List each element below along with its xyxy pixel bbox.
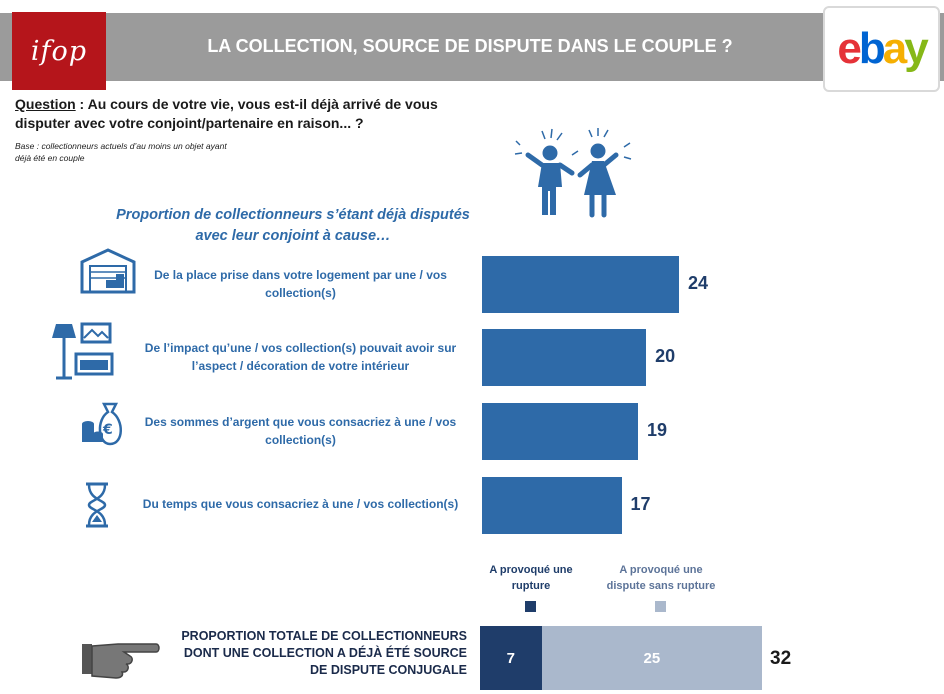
bar-category-label: Du temps que vous consacriez à une / vos… (142, 497, 459, 511)
ebay-logo-y: y (904, 24, 929, 73)
legend-label-no-rupture: A provoqué une dispute sans rupture (606, 564, 716, 592)
chart-section-title: Proportion de collectionneurs s’étant dé… (116, 207, 470, 244)
ifop-logo: ifop (12, 12, 106, 90)
total-label: PROPORTION TOTALE DE COLLECTIONNEURS DON… (181, 629, 467, 677)
question-body: : Au cours de votre vie, vous est-il déj… (15, 96, 438, 131)
bar-category-label: De l’impact qu’une / vos collection(s) p… (144, 341, 457, 373)
total-value: 32 (770, 648, 792, 669)
page-title: LA COLLECTION, SOURCE DE DISPUTE DANS LE… (207, 36, 733, 56)
money-bag-icon: € (82, 402, 122, 446)
arguing-couple-icon (514, 128, 632, 218)
bar-segment-no-rupture: 25 (541, 626, 762, 690)
bar (482, 477, 622, 534)
question-text: Question : Au cours de votre vie, vous e… (15, 95, 455, 133)
bar-value-label: 20 (655, 346, 676, 366)
bar-segment-rupture: 7 (480, 626, 542, 690)
legend-swatch-no-rupture (655, 601, 666, 612)
pointing-hand-icon (82, 643, 160, 679)
bar (482, 329, 647, 386)
ebay-logo-b: b (858, 24, 886, 73)
svg-text:€: € (102, 422, 113, 438)
legend-label-rupture: A provoqué une rupture (489, 564, 573, 592)
ebay-logo-e: e (837, 24, 862, 73)
bar (482, 403, 638, 460)
hourglass-icon (86, 482, 108, 528)
bar-value-label: 17 (630, 494, 651, 514)
bar-value-label: 19 (646, 420, 667, 440)
bar-category-label: De la place prise dans votre logement pa… (154, 268, 447, 300)
legend-swatch-rupture (525, 601, 536, 612)
living-room-icon (52, 322, 114, 380)
garage-icon (80, 248, 136, 294)
bar-value-label: 24 (688, 273, 709, 293)
bar (482, 256, 679, 313)
ebay-logo-a: a (882, 24, 908, 73)
bar-category-label: Des sommes d’argent que vous consacriez … (144, 415, 457, 447)
base-note: Base : collectionneurs actuels d’au moin… (15, 141, 227, 163)
question-label: Question (15, 96, 76, 112)
header-band (0, 13, 944, 81)
